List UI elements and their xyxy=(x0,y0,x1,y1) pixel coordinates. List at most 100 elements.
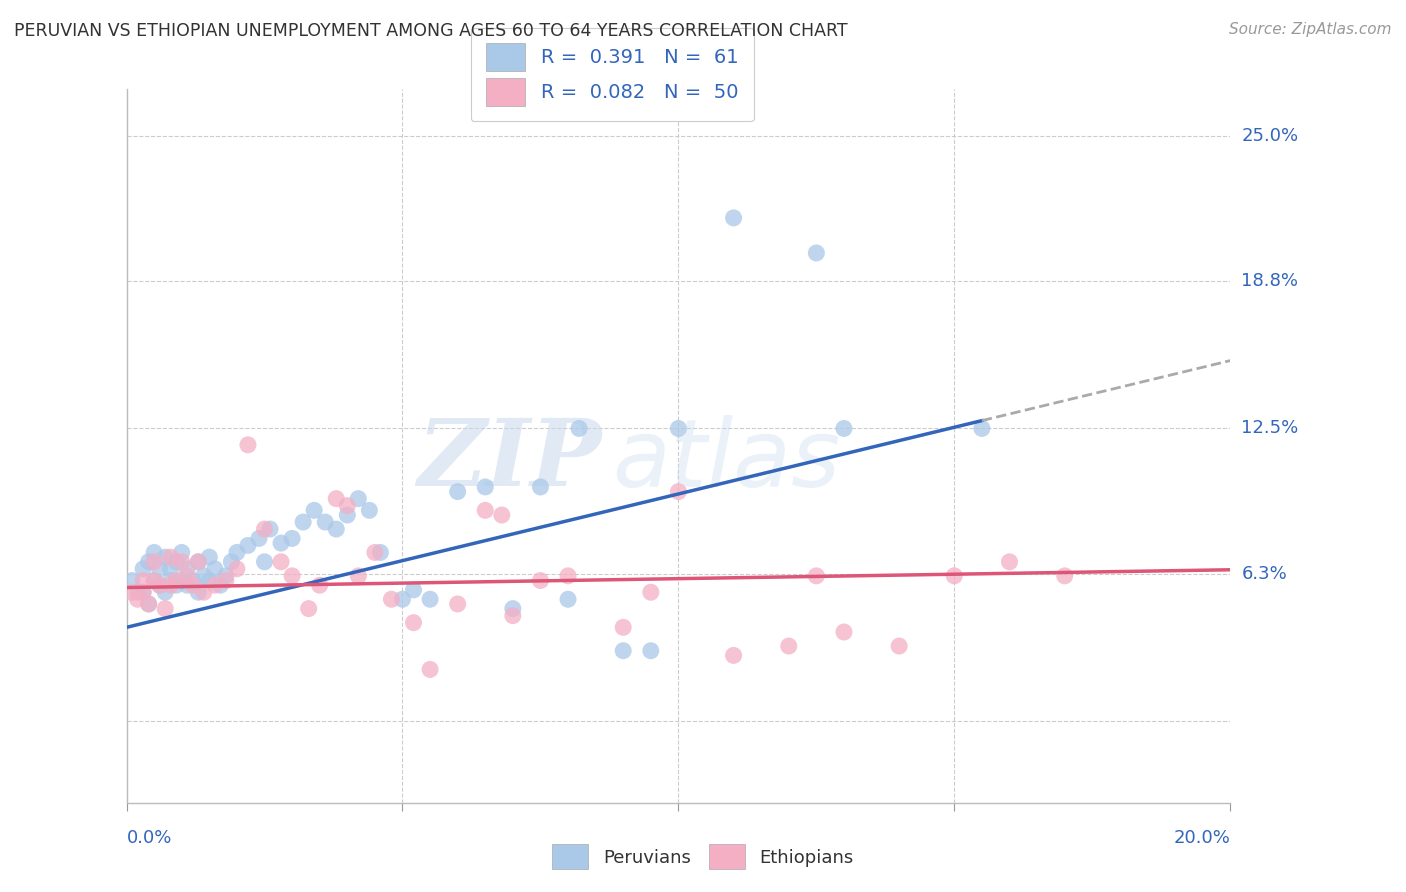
Point xyxy=(187,585,209,599)
Point xyxy=(198,574,221,588)
Point xyxy=(270,555,292,569)
Point xyxy=(165,555,187,569)
Point xyxy=(391,592,413,607)
Point xyxy=(302,503,325,517)
Point xyxy=(253,555,276,569)
Point xyxy=(889,639,911,653)
Point xyxy=(127,585,149,599)
Point xyxy=(502,608,524,623)
Point xyxy=(640,585,662,599)
Point xyxy=(1053,569,1076,583)
Point xyxy=(143,574,166,588)
Point xyxy=(832,421,855,435)
Point xyxy=(193,585,215,599)
Point xyxy=(474,480,496,494)
Point xyxy=(666,484,689,499)
Point xyxy=(364,545,387,559)
Point xyxy=(402,615,425,630)
Point xyxy=(236,538,259,552)
Point xyxy=(138,597,160,611)
Point xyxy=(557,592,579,607)
Point xyxy=(132,585,155,599)
Point xyxy=(336,508,359,522)
Point xyxy=(176,569,198,583)
Point xyxy=(138,555,160,569)
Point xyxy=(149,562,172,576)
Point xyxy=(153,601,176,615)
Point xyxy=(127,592,149,607)
Point xyxy=(347,569,370,583)
Point xyxy=(359,503,381,517)
Point xyxy=(176,562,198,576)
Point xyxy=(215,569,238,583)
Point xyxy=(225,545,249,559)
Point xyxy=(170,574,193,588)
Point xyxy=(640,644,662,658)
Text: Source: ZipAtlas.com: Source: ZipAtlas.com xyxy=(1229,22,1392,37)
Point xyxy=(176,578,198,592)
Point xyxy=(165,578,187,592)
Point xyxy=(308,578,330,592)
Point xyxy=(943,569,966,583)
Point xyxy=(568,421,591,435)
Point xyxy=(298,601,321,615)
Point xyxy=(143,574,166,588)
Point xyxy=(236,438,259,452)
Point xyxy=(153,585,176,599)
Point xyxy=(138,597,160,611)
Point xyxy=(723,211,745,225)
Point xyxy=(181,574,204,588)
Point xyxy=(529,574,551,588)
Point xyxy=(143,545,166,559)
Point xyxy=(193,569,215,583)
Point xyxy=(132,585,155,599)
Point xyxy=(314,515,336,529)
Point xyxy=(502,601,524,615)
Text: 18.8%: 18.8% xyxy=(1241,272,1298,290)
Point xyxy=(153,550,176,565)
Point xyxy=(132,574,155,588)
Point xyxy=(612,620,634,634)
Point xyxy=(209,578,232,592)
Point xyxy=(165,574,187,588)
Point xyxy=(970,421,993,435)
Point xyxy=(832,625,855,640)
Point xyxy=(806,569,828,583)
Point xyxy=(181,578,204,592)
Point xyxy=(143,555,166,569)
Point xyxy=(247,532,270,546)
Point xyxy=(491,508,513,522)
Text: 25.0%: 25.0% xyxy=(1241,127,1298,145)
Point xyxy=(380,592,402,607)
Point xyxy=(612,644,634,658)
Point xyxy=(170,545,193,559)
Point xyxy=(419,592,441,607)
Point xyxy=(281,532,304,546)
Point xyxy=(325,491,347,506)
Point xyxy=(806,246,828,260)
Point xyxy=(419,662,441,676)
Point xyxy=(132,562,155,576)
Text: 12.5%: 12.5% xyxy=(1241,419,1299,437)
Point xyxy=(253,522,276,536)
Point xyxy=(447,597,470,611)
Point xyxy=(270,536,292,550)
Point xyxy=(447,484,470,499)
Point xyxy=(778,639,800,653)
Point xyxy=(187,555,209,569)
Point xyxy=(259,522,281,536)
Text: atlas: atlas xyxy=(612,415,841,506)
Point xyxy=(402,582,425,597)
Point xyxy=(281,569,304,583)
Legend: Peruvians, Ethiopians: Peruvians, Ethiopians xyxy=(543,835,863,879)
Point xyxy=(198,550,221,565)
Point xyxy=(474,503,496,517)
Point xyxy=(998,555,1021,569)
Point xyxy=(347,491,370,506)
Point xyxy=(292,515,315,529)
Point xyxy=(325,522,347,536)
Point xyxy=(225,562,249,576)
Text: 6.3%: 6.3% xyxy=(1241,565,1286,582)
Point xyxy=(723,648,745,663)
Text: ZIP: ZIP xyxy=(418,416,602,505)
